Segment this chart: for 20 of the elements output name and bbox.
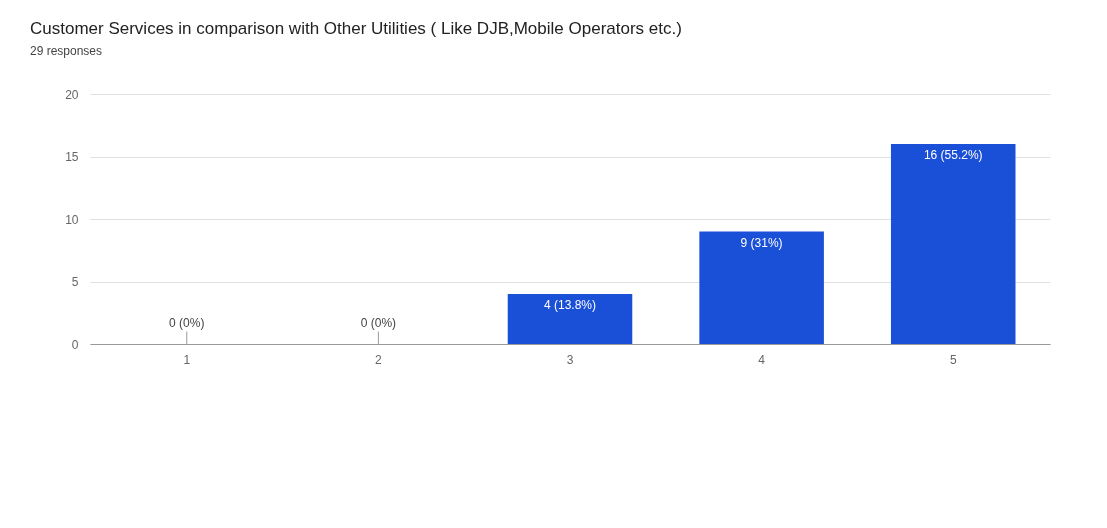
x-tick-label: 1 xyxy=(183,352,191,367)
y-tick-label: 20 xyxy=(65,87,79,102)
chart-title: Customer Services in comparison with Other Utilities ( Like DJB,Mobile Operators etc.) xyxy=(30,19,682,38)
bar xyxy=(699,231,824,344)
y-tick-label: 15 xyxy=(65,150,79,164)
data-label: 0 (0%) xyxy=(360,316,397,330)
x-tick-label: 3 xyxy=(566,352,574,367)
bar xyxy=(507,294,633,344)
data-label: 9 (31%) xyxy=(740,235,783,250)
x-tick-label: 2 xyxy=(375,352,383,367)
x-tick-label: 5 xyxy=(949,352,957,367)
y-tick-label: 10 xyxy=(65,212,79,227)
bar xyxy=(890,144,1016,344)
data-label: 4 (13.8%) xyxy=(543,298,597,312)
data-label: 16 (55.2%) xyxy=(923,148,983,162)
x-tick-label: 4 xyxy=(758,352,766,367)
data-label: 0 (0%) xyxy=(169,316,205,330)
chart-subtitle: 29 responses xyxy=(30,44,103,58)
y-tick-label: 0 xyxy=(71,337,79,352)
y-tick-label: 5 xyxy=(71,275,79,289)
